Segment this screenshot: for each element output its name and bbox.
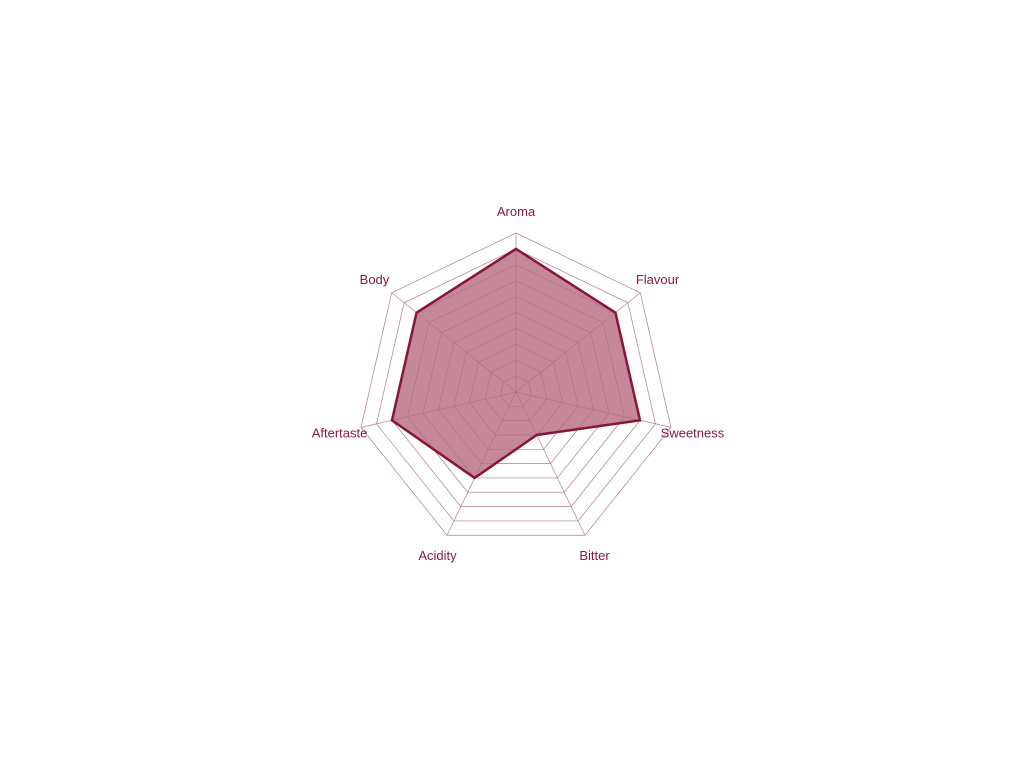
axis-label: Flavour	[636, 272, 680, 287]
axis-label: Body	[360, 272, 390, 287]
grid-ring	[360, 232, 672, 536]
axis-label: Acidity	[418, 548, 457, 563]
data-area	[390, 247, 642, 480]
axis-label: Bitter	[579, 548, 610, 563]
grid-ring	[376, 248, 656, 522]
axis-label: Aroma	[497, 204, 536, 219]
axis-label: Sweetness	[661, 425, 725, 440]
axis-label: Aftertaste	[312, 425, 368, 440]
